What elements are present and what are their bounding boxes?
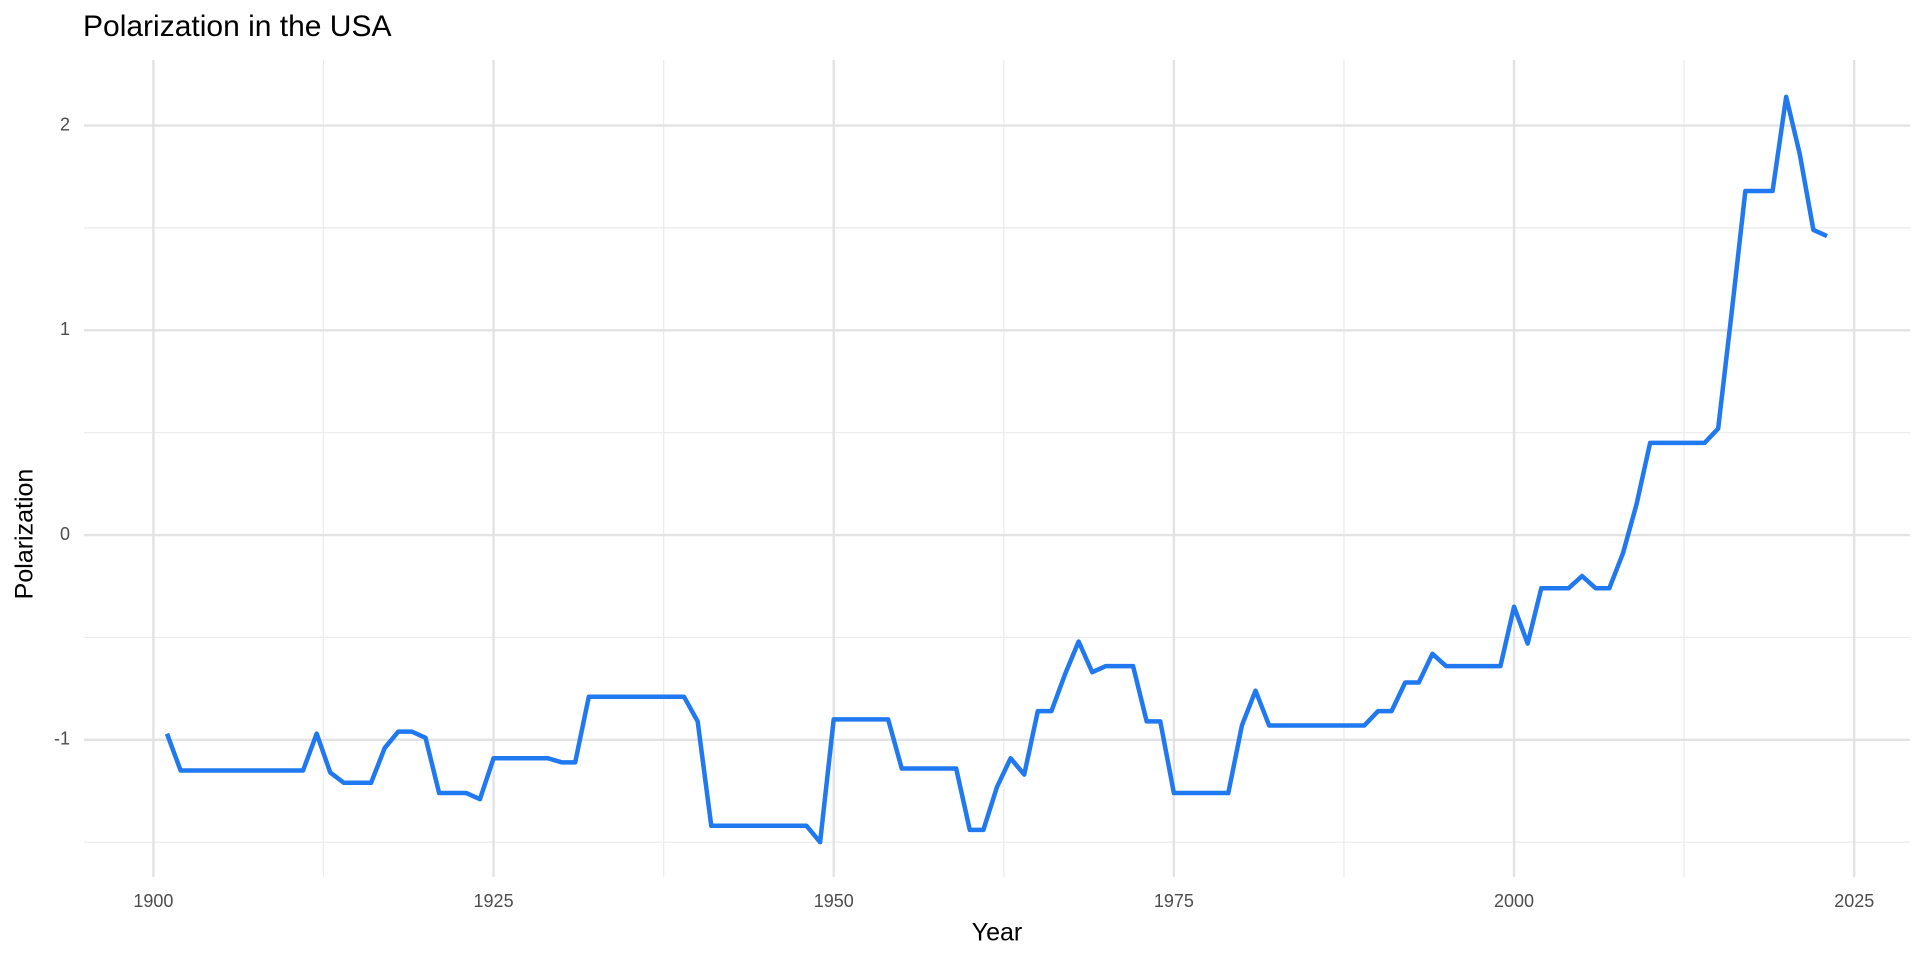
x-tick-label: 1900	[133, 891, 173, 911]
y-axis-label: Polarization	[11, 469, 39, 600]
x-tick-label: 2000	[1494, 891, 1534, 911]
x-tick-label: 1925	[474, 891, 514, 911]
x-axis-label: Year	[972, 919, 1023, 947]
y-tick-label: 1	[60, 319, 70, 339]
x-tick-label: 1975	[1154, 891, 1194, 911]
chart-title: Polarization in the USA	[83, 10, 392, 43]
line	[164, 94, 1828, 845]
y-tick-label: -1	[54, 729, 70, 749]
x-tick-label: 2025	[1834, 891, 1874, 911]
y-tick-label: 2	[60, 114, 70, 134]
y-tick-label: 0	[60, 524, 70, 544]
x-tick-label: 1950	[814, 891, 854, 911]
